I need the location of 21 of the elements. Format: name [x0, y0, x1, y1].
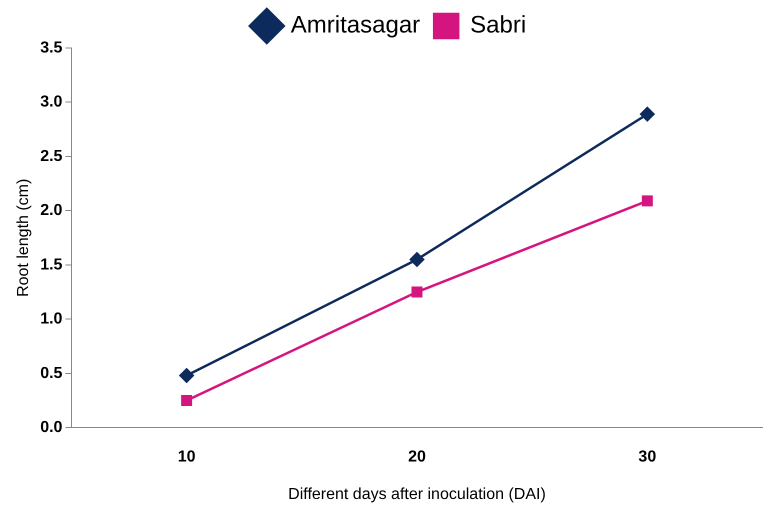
x-tick-label: 20 — [408, 448, 426, 466]
x-tick-label: 10 — [178, 448, 196, 466]
point — [642, 195, 653, 206]
y-axis-title: Root length (cm) — [15, 178, 32, 297]
y-tick-label: 3.5 — [40, 39, 63, 56]
y-tick-label: 0.0 — [40, 419, 63, 436]
x-axis-title: Different days after inoculation (DAI) — [288, 486, 546, 503]
y-tick-label: 0.5 — [40, 364, 63, 382]
legend-label: Sabri — [470, 12, 526, 39]
point — [410, 252, 424, 267]
y-tick-label: 2.0 — [40, 202, 63, 220]
y-tick-label: 1.0 — [40, 310, 63, 328]
point — [640, 106, 655, 122]
point — [411, 286, 422, 298]
legend-label: Amritasagar — [290, 12, 420, 39]
y-tick-label: 2.5 — [40, 148, 63, 165]
y-tick-label: 1.5 — [40, 256, 63, 274]
y-tick-label: 3.0 — [40, 94, 63, 111]
x-tick-label: 30 — [638, 448, 656, 466]
point — [179, 368, 194, 383]
point — [181, 394, 192, 406]
